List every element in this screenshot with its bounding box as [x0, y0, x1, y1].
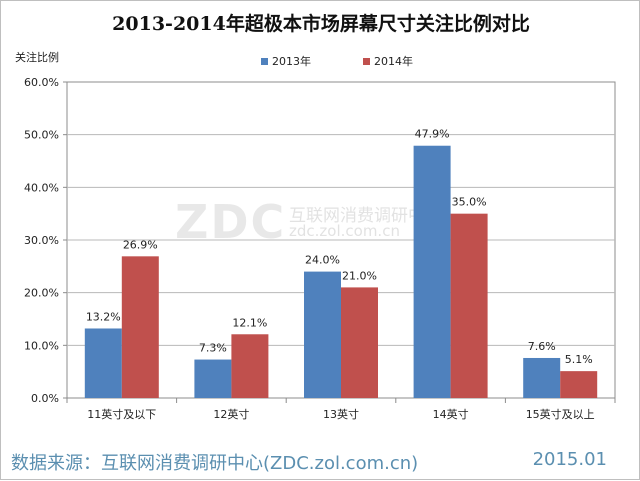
data-label: 47.9% [415, 128, 450, 141]
x-tick-label: 15英寸及以上 [526, 407, 595, 421]
data-label: 5.1% [565, 353, 593, 366]
data-label: 7.3% [199, 342, 227, 355]
legend-swatch-2013 [261, 57, 268, 65]
data-label: 13.2% [86, 310, 121, 323]
x-tick-label: 14英寸 [433, 407, 469, 421]
data-label: 26.9% [123, 238, 158, 251]
bar-2014年-11英寸及以下 [121, 256, 159, 398]
bar-2014年-15英寸及以上 [560, 371, 598, 398]
bar-2014年-12英寸 [231, 334, 269, 398]
y-tick-label: 40.0% [24, 181, 59, 194]
y-axis-label: 关注比例 [15, 51, 59, 64]
bar-2013年-14英寸 [413, 145, 451, 398]
data-label: 7.6% [528, 340, 556, 353]
y-tick-label: 10.0% [24, 339, 59, 352]
bar-2013年-12英寸 [194, 359, 232, 398]
legend: 2013年 2014年 [261, 53, 413, 69]
y-tick-label: 30.0% [24, 234, 59, 247]
chart-title: 2013-2014年超极本市场屏幕尺寸关注比例对比 [112, 13, 530, 35]
data-source: 数据来源：互联网消费调研中心(ZDC.zol.com.cn) [11, 453, 419, 474]
bar-2013年-11英寸及以下 [84, 328, 122, 398]
y-tick-label: 20.0% [24, 287, 59, 300]
data-label: 24.0% [305, 254, 340, 267]
data-label: 35.0% [452, 196, 487, 209]
legend-item-2013: 2013年 [261, 53, 311, 69]
y-tick-label: 0.0% [31, 392, 59, 405]
y-tick-label: 60.0% [24, 76, 59, 89]
legend-swatch-2014 [363, 57, 370, 65]
x-tick-label: 13英寸 [323, 407, 359, 421]
legend-label-2014: 2014年 [374, 55, 413, 68]
report-date: 2015.01 [532, 449, 607, 470]
data-label: 12.1% [232, 316, 267, 329]
bar-2014年-14英寸 [450, 213, 488, 398]
bar-2013年-13英寸 [304, 271, 341, 398]
x-tick-label: 12英寸 [213, 407, 249, 421]
legend-item-2014: 2014年 [363, 53, 413, 69]
data-label: 21.0% [342, 269, 377, 282]
x-tick-label: 11英寸及以下 [87, 407, 156, 421]
legend-label-2013: 2013年 [272, 55, 311, 68]
y-tick-label: 50.0% [24, 129, 59, 142]
bar-2013年-15英寸及以上 [523, 357, 561, 398]
bar-2014年-13英寸 [341, 287, 378, 398]
